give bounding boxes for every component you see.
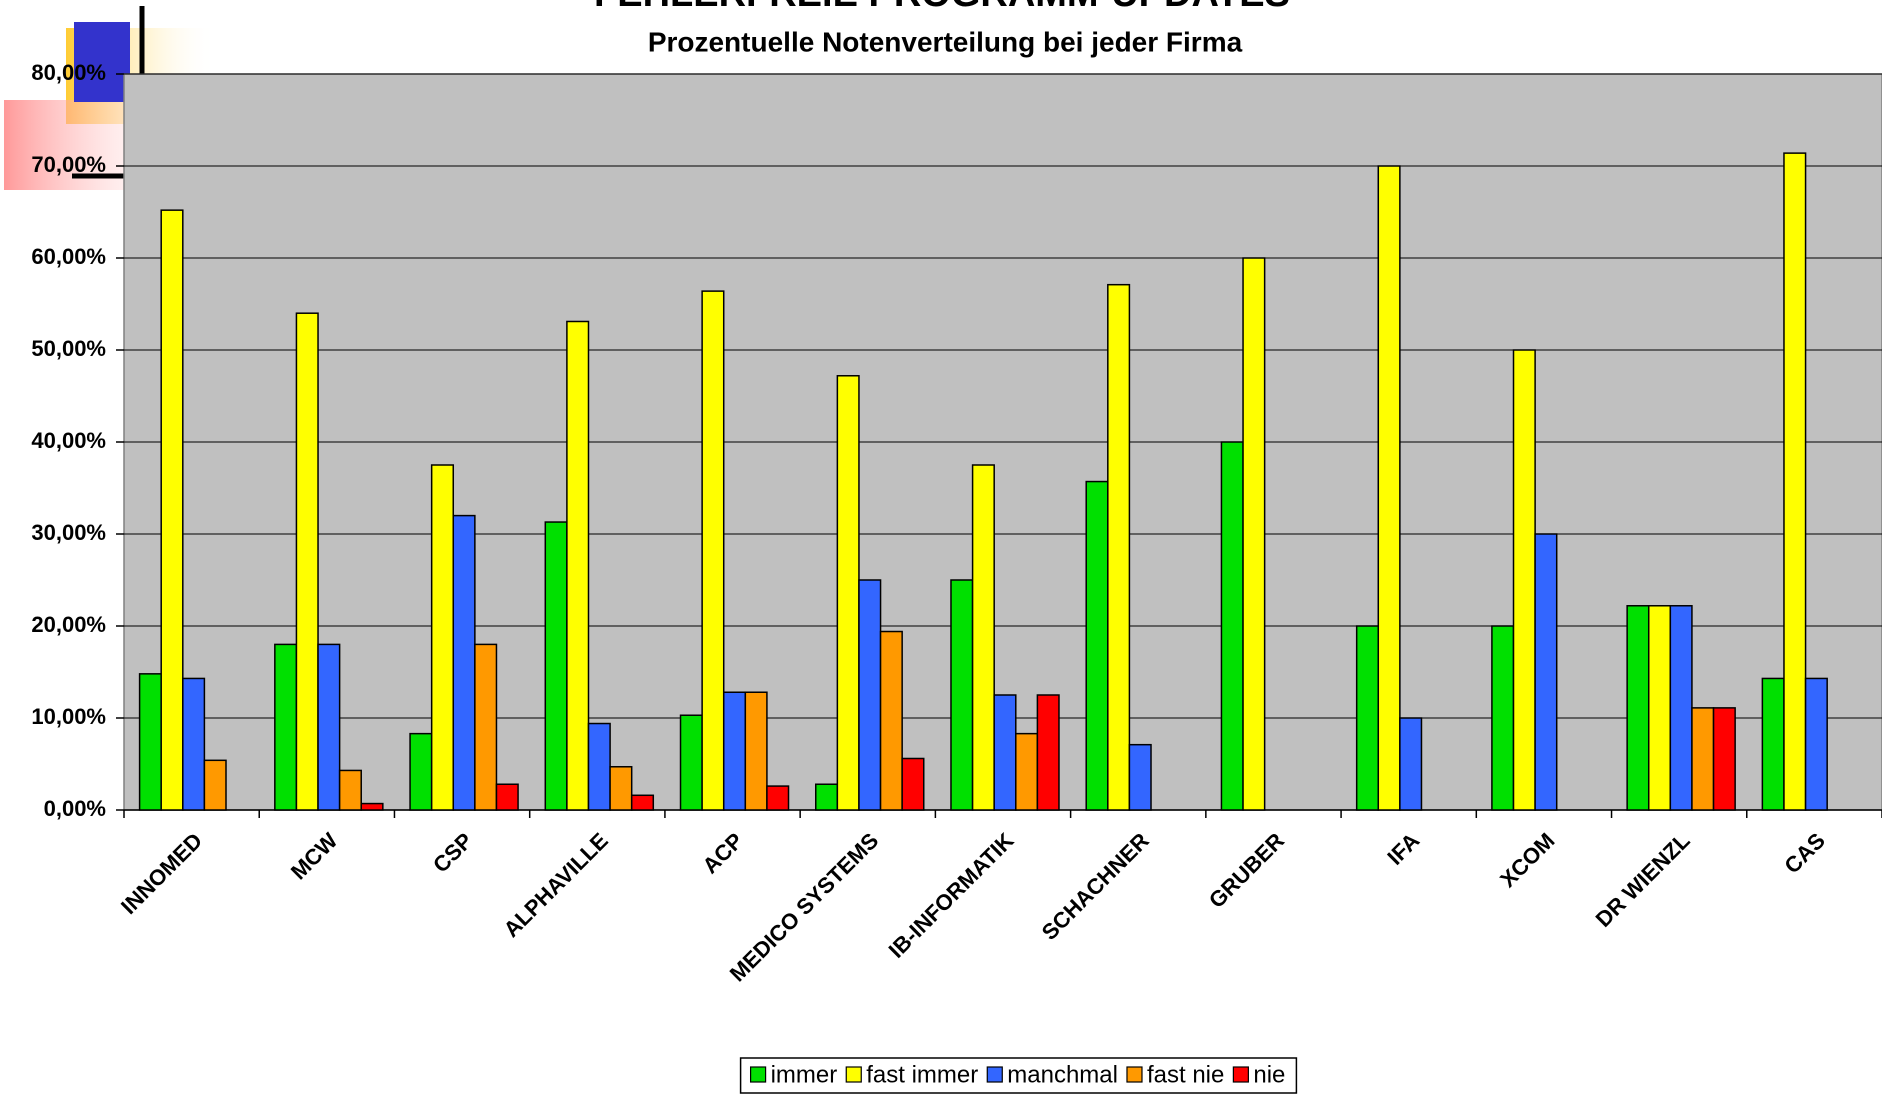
legend: immer fast immer manchmal fast nie nie [739,1057,1298,1094]
bar [1783,152,1807,811]
bar [495,783,519,811]
bar [544,521,568,811]
bar [1691,707,1715,811]
legend-label: fast nie [1147,1061,1224,1088]
bar [317,643,341,811]
legend-swatch [845,1066,862,1083]
bar [338,769,362,811]
bar [1128,743,1152,811]
bar [722,691,747,811]
x-tick-label: ALPHAVILLE [499,828,613,942]
legend-swatch [1232,1066,1249,1083]
bar [1220,441,1244,811]
bar [630,794,655,811]
y-tick-label: 30,00% [31,520,106,545]
bar [1669,605,1693,811]
legend-swatch [749,1066,767,1083]
bar [138,673,162,811]
x-tick-label: INNOMED [116,828,207,919]
y-tick-label: 0,00% [44,796,106,821]
bar [295,312,319,811]
bar [701,290,725,811]
x-tick-label: CSP [428,828,478,878]
x-tick-label: CAS [1779,828,1830,879]
bar [430,464,455,811]
bar [1712,707,1736,811]
x-tick-label: SCHACHNER [1037,828,1154,945]
x-tick-label: GRUBER [1204,828,1289,913]
bar [679,714,703,811]
chart-subtitle: Prozentuelle Notenverteilung bei jeder F… [648,26,1243,57]
bar [1107,283,1131,811]
bar [203,759,227,811]
legend-box [739,1057,1298,1094]
bar [1804,677,1828,811]
bar [182,677,206,811]
y-tick-label: 20,00% [31,612,106,637]
y-tick-label: 60,00% [31,244,106,269]
legend-label: manchmal [1007,1061,1118,1088]
bar [587,722,611,811]
bar [409,732,433,811]
bar [836,375,860,811]
x-tick-label: IB-INFORMATIK [884,828,1019,963]
x-tick-label: XCOM [1495,828,1559,892]
y-tick-label: 50,00% [31,336,106,361]
legend-label: nie [1253,1061,1285,1088]
bar [274,643,298,811]
bar [1242,257,1266,811]
bar [1626,605,1650,811]
bar [1377,165,1401,811]
y-tick-label: 70,00% [31,152,106,177]
x-tick-label: DR WIENZL [1591,828,1695,932]
y-tick-label: 40,00% [31,428,106,453]
bar [901,757,925,811]
legend-swatch [1126,1066,1143,1083]
bar [1761,677,1785,811]
bar [360,802,384,811]
bar [609,766,633,811]
y-tick-label: 80,00% [31,60,106,85]
y-tick-label: 10,00% [31,704,106,729]
bar [1512,349,1536,811]
bar [1647,605,1672,811]
bar [1015,732,1039,811]
bar [744,691,768,811]
bar [452,514,476,811]
legend-label: immer [771,1061,838,1088]
bar [474,643,498,811]
bar [1085,480,1109,811]
legend-swatch [986,1066,1003,1083]
bar [1534,533,1558,811]
bar [815,783,839,811]
bar [879,630,903,811]
bar [766,785,790,811]
legend-label: fast immer [866,1061,978,1088]
bar [858,579,882,811]
bar [950,579,974,811]
bar [1036,694,1060,811]
bar [993,694,1017,811]
bar [160,209,184,811]
bar [1491,625,1515,811]
bar [566,320,590,811]
bar [1355,625,1380,811]
x-tick-label: IFA [1382,828,1424,870]
chart-title: FEHLERFREIE PROGRAMM-UPDATES [594,0,1290,15]
x-tick-label: MCW [286,828,343,885]
bar [1399,717,1423,811]
x-tick-label: ACP [698,828,749,879]
bar [971,464,995,811]
x-tick-label: MEDICO SYSTEMS [725,828,884,987]
